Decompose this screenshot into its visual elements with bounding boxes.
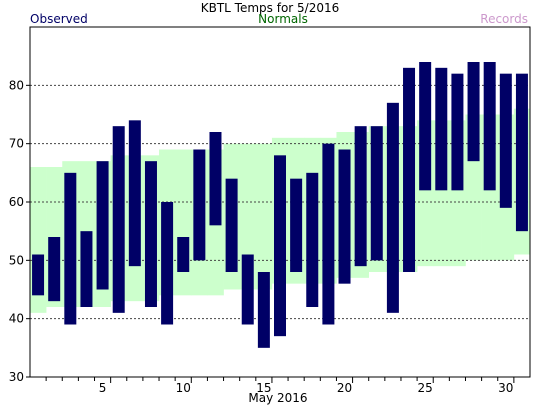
observed-bar-day-7	[128, 120, 141, 267]
normal-range-band-day-14	[239, 143, 257, 290]
y-tick-label-40: 40	[9, 312, 24, 326]
observed-bar-day-9	[161, 202, 174, 325]
observed-bar-day-8	[144, 161, 157, 307]
observed-bar-day-15	[257, 272, 270, 348]
observed-bar-day-13	[225, 178, 238, 272]
observed-bar-day-16	[274, 155, 286, 337]
observed-bar-day-4	[80, 231, 93, 307]
observed-bars	[32, 62, 528, 348]
observed-bar-day-2	[48, 237, 61, 302]
observed-bar-day-24	[403, 67, 416, 272]
y-tick-label-60: 60	[9, 195, 24, 209]
chart-title: KBTL Temps for 5/2016	[201, 1, 340, 15]
x-tick-label-30: 30	[498, 381, 513, 395]
x-axis-label: May 2016	[248, 391, 307, 405]
observed-bar-day-20	[338, 149, 351, 284]
observed-bar-day-22	[370, 126, 383, 261]
x-tick-label-5: 5	[99, 381, 107, 395]
y-tick-label-70: 70	[9, 137, 24, 151]
normal-range-band-day-10	[175, 149, 192, 296]
legend-observed: Observed	[30, 12, 88, 26]
observed-bar-day-30	[499, 73, 512, 208]
observed-bar-day-10	[177, 237, 190, 272]
observed-bar-day-6	[112, 126, 125, 313]
x-tick-label-15: 15	[256, 381, 271, 395]
observed-bar-day-26	[435, 67, 448, 191]
observed-bar-day-12	[209, 132, 222, 226]
y-tick-label-30: 30	[9, 370, 24, 384]
observed-bar-day-18	[306, 172, 319, 307]
observed-bar-day-27	[451, 73, 464, 191]
observed-bar-day-11	[193, 149, 206, 261]
observed-bar-day-19	[322, 143, 335, 325]
axes: 30 40 50 60 70 80 5 10 15 20 25 30	[9, 78, 515, 395]
observed-bar-day-23	[386, 102, 399, 313]
observed-bar-day-5	[96, 161, 109, 290]
observed-bar-day-31	[515, 73, 528, 232]
observed-bar-day-25	[419, 62, 432, 191]
normal-range-band-day-15	[255, 143, 273, 290]
x-tick-label-20: 20	[337, 381, 352, 395]
legend-records: Records	[480, 12, 528, 26]
x-tick-label-25: 25	[418, 381, 433, 395]
observed-bar-day-1	[32, 254, 45, 296]
observed-bar-day-29	[483, 62, 496, 191]
observed-bar-day-3	[64, 172, 77, 325]
x-tick-label-10: 10	[176, 381, 191, 395]
y-tick-label-50: 50	[9, 253, 24, 267]
observed-bar-day-28	[467, 62, 480, 162]
observed-bar-day-17	[290, 178, 303, 272]
observed-bar-day-14	[241, 254, 254, 325]
y-tick-label-80: 80	[9, 78, 24, 92]
legend-normals: Normals	[258, 12, 308, 26]
observed-bar-day-21	[354, 126, 367, 267]
